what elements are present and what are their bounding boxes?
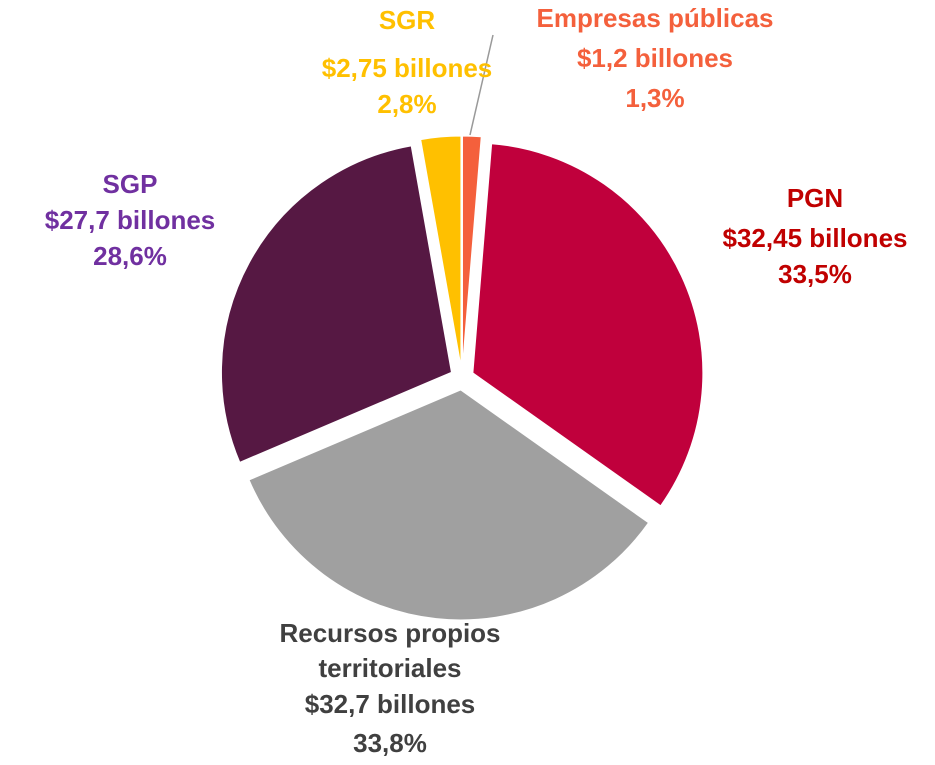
- slice-label-name: Empresas públicas: [537, 3, 774, 33]
- pie-slice: [420, 135, 462, 367]
- slice-label-percent: 1,3%: [625, 83, 684, 113]
- slice-label-amount: $1,2 billones: [577, 43, 733, 73]
- slice-label-name: SGR: [379, 5, 436, 35]
- pie-slice: [248, 389, 650, 621]
- slice-label-name: SGP: [103, 169, 158, 199]
- pie-slice: [472, 143, 704, 507]
- slice-label-amount: $2,75 billones: [322, 53, 493, 83]
- slice-label-name: PGN: [787, 183, 843, 213]
- pie-slice: [220, 145, 453, 463]
- leader-line: [469, 34, 494, 136]
- slice-label-percent: 2,8%: [377, 89, 436, 119]
- pie-slice: [461, 135, 482, 367]
- slice-label-amount: $32,45 billones: [723, 223, 908, 253]
- slice-label-percent: 28,6%: [93, 241, 167, 271]
- slice-label-percent: 33,5%: [778, 259, 852, 289]
- slice-label-amount: $27,7 billones: [45, 205, 216, 235]
- slice-label-percent: 33,8%: [353, 728, 427, 758]
- slice-label-name: Recursos propios territoriales: [279, 618, 500, 683]
- slice-label-amount: $32,7 billones: [305, 689, 476, 719]
